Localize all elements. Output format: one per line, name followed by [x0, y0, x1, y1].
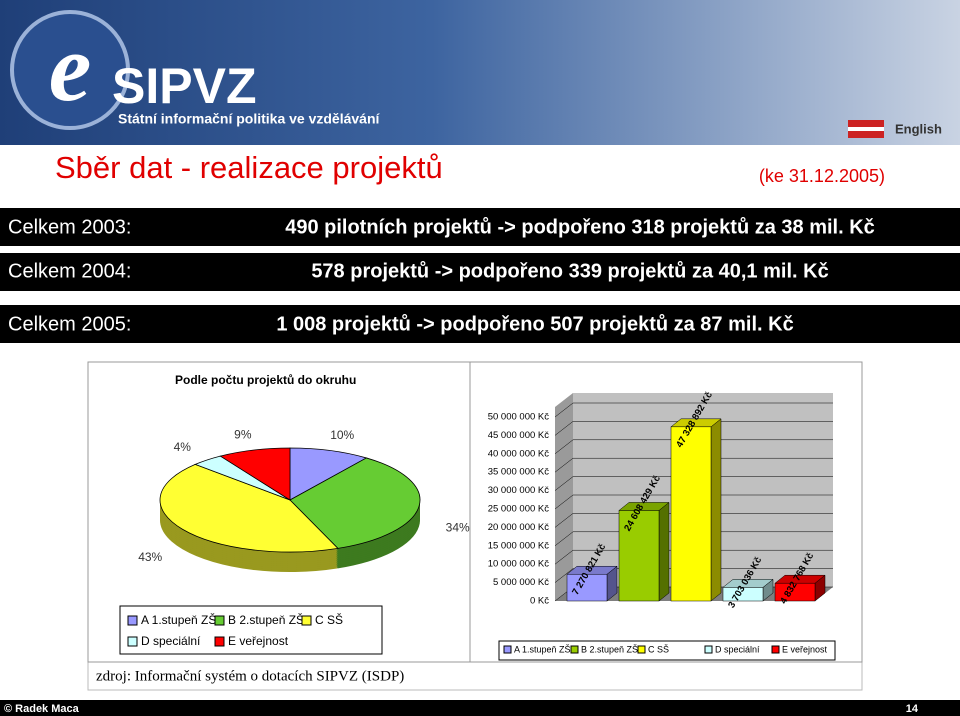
- footer-bar: [0, 700, 960, 716]
- grid-line: [554, 457, 833, 473]
- legend-label: B 2.stupeň ZŠ: [581, 644, 638, 654]
- legend-label: B 2.stupeň ZŠ: [228, 612, 304, 627]
- legend-label: D speciální: [715, 644, 760, 654]
- bar: [618, 510, 660, 602]
- grid-line: [554, 531, 833, 546]
- logo-text: SIPVZ: [112, 58, 256, 114]
- tagline: Státní informační politika ve vzdělávání: [118, 111, 381, 127]
- y-tick-label: 50 000 000 Kč: [488, 412, 550, 423]
- legend-label: A 1.stupeň ZŠ: [141, 612, 216, 627]
- y-tick-label: 20 000 000 Kč: [488, 522, 550, 533]
- row-text: 1 008 projektů -> podpořeno 507 projektů…: [276, 313, 793, 335]
- legend-swatch: [301, 615, 312, 626]
- row-label: Celkem 2005:: [8, 313, 131, 335]
- y-tick-label: 0 Kč: [530, 596, 549, 607]
- flag-stripe: [848, 127, 884, 131]
- slide-date: (ke 31.12.2005): [759, 166, 885, 186]
- legend-swatch: [570, 645, 579, 654]
- side-wall: [555, 393, 573, 601]
- legend-swatch: [127, 615, 138, 626]
- grid-line: [554, 439, 833, 454]
- legend-label: E veřejnost: [782, 644, 828, 654]
- y-tick-label: 5 000 000 Kč: [493, 577, 549, 588]
- pie-slice: [289, 447, 368, 501]
- legend-swatch: [704, 645, 713, 654]
- legend-swatch: [214, 615, 225, 626]
- grid-line: [554, 476, 833, 491]
- grid-line: [554, 549, 833, 565]
- logo-ring: [10, 10, 130, 130]
- legend-label: E veřejnost: [228, 634, 289, 648]
- bar: [670, 426, 712, 602]
- y-tick-label: 40 000 000 Kč: [488, 448, 550, 459]
- header-banner: [0, 0, 960, 145]
- grid-line: [554, 402, 833, 418]
- logo-e: e: [49, 14, 92, 121]
- pie-label: 9%: [234, 427, 252, 441]
- legend-swatch: [214, 636, 225, 647]
- bar-side: [710, 418, 722, 602]
- y-tick-label: 10 000 000 Kč: [488, 559, 550, 570]
- pie-title: Podle počtu projektů do okruhu: [175, 373, 356, 387]
- bar-side: [658, 501, 670, 602]
- row-bar: [0, 305, 960, 343]
- legend-label: A 1.stupeň ZŠ: [514, 644, 571, 654]
- bar: [774, 582, 816, 602]
- y-tick-label: 30 000 000 Kč: [488, 485, 550, 496]
- legend-swatch: [127, 636, 138, 647]
- language-link[interactable]: English: [895, 121, 942, 136]
- pie-slice: [159, 463, 339, 553]
- grid-line: [554, 513, 833, 528]
- row-bar: [0, 253, 960, 291]
- footer-page: 14: [906, 703, 919, 715]
- legend-box: [498, 640, 836, 661]
- legend-box: [119, 605, 383, 655]
- row-text: 578 projektů -> podpořeno 339 projektů z…: [311, 260, 828, 282]
- legend-label: C SŠ: [648, 644, 669, 654]
- grid-line: [554, 494, 833, 510]
- legend-label: D speciální: [141, 634, 201, 648]
- y-tick-label: 15 000 000 Kč: [488, 540, 550, 551]
- footer-author: © Radek Maca: [4, 703, 80, 715]
- y-tick-label: 25 000 000 Kč: [488, 504, 550, 515]
- pie-slice: [289, 457, 421, 549]
- legend-swatch: [637, 645, 646, 654]
- row-text: 490 pilotních projektů -> podpořeno 318 …: [285, 216, 875, 238]
- slide-title: Sběr dat - realizace projektů: [55, 150, 443, 185]
- pie-label: 4%: [174, 440, 192, 454]
- pie-slice: [219, 447, 291, 501]
- legend-swatch: [503, 645, 512, 654]
- source-note: zdroj: Informační systém o dotacích SIPV…: [96, 668, 404, 684]
- grid-line: [554, 568, 833, 583]
- pie-label: 43%: [138, 550, 162, 564]
- legend-label: C SŠ: [315, 612, 343, 627]
- row-label: Celkem 2004:: [8, 260, 131, 282]
- grid-line: [554, 421, 833, 436]
- row-label: Celkem 2003:: [8, 216, 131, 238]
- y-tick-label: 35 000 000 Kč: [488, 467, 550, 478]
- pie-label: 10%: [330, 428, 354, 442]
- legend-swatch: [771, 645, 780, 654]
- row-bar: [0, 208, 960, 246]
- bar: [566, 573, 608, 602]
- bar: [722, 587, 764, 602]
- y-tick-label: 45 000 000 Kč: [488, 430, 550, 441]
- pie-label: 34%: [446, 521, 470, 535]
